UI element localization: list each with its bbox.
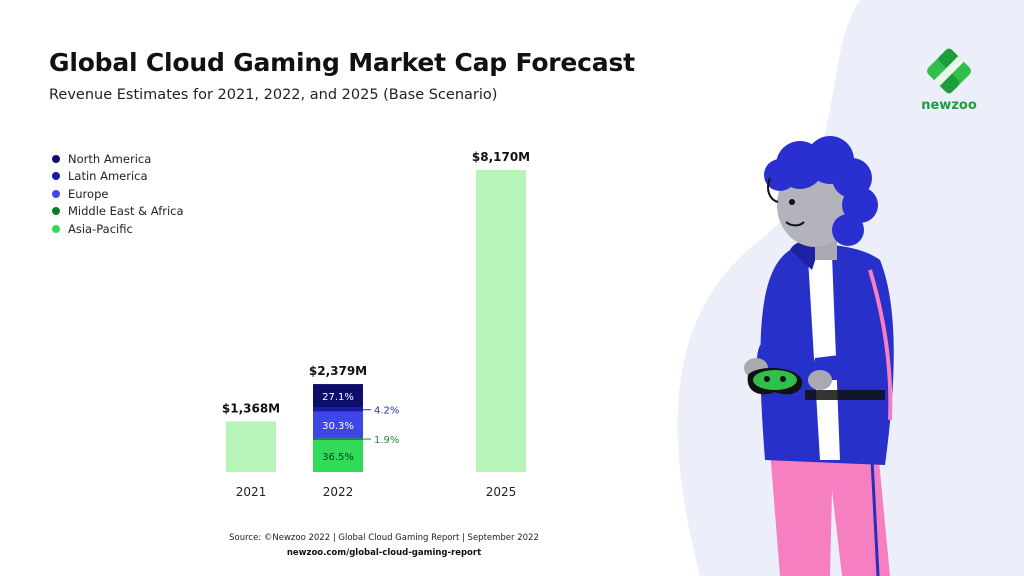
bar-2021 (226, 421, 276, 472)
chart-title: Global Cloud Gaming Market Cap Forecast (49, 48, 635, 77)
legend-label: North America (68, 151, 152, 166)
data-label: 1.9% (374, 435, 399, 446)
bar-segment-2022-north-america (313, 384, 363, 408)
legend-swatch (52, 189, 60, 198)
legend-label: Europe (68, 186, 109, 201)
bar-2025 (476, 170, 526, 472)
legend-label: Asia-Pacific (68, 221, 133, 236)
bar-value-label: $2,379M (309, 364, 367, 378)
legend: North America Latin America Europe Middl… (52, 150, 184, 238)
bar-segment-2022-europe (313, 411, 363, 439)
legend-item-middle-east-africa: Middle East & Africa (52, 203, 184, 221)
legend-item-north-america: North America (52, 150, 184, 168)
gamer-illustration (744, 136, 894, 576)
logo-text: newzoo (921, 98, 977, 113)
legend-swatch (52, 172, 60, 181)
bar-segment-2022-asia-pacific (313, 439, 363, 472)
x-tick-label: 2021 (236, 485, 267, 499)
bar-segment-2022-latin-america (313, 407, 363, 412)
legend-swatch (52, 224, 60, 233)
data-label: 27.1% (322, 392, 354, 403)
data-label: 36.5% (322, 452, 354, 463)
x-tick-label: 2025 (486, 485, 517, 499)
legend-item-asia-pacific: Asia-Pacific (52, 220, 184, 238)
legend-item-latin-america: Latin America (52, 168, 184, 186)
legend-swatch (52, 154, 60, 163)
data-label: 30.3% (322, 421, 354, 432)
bar-value-label: $8,170M (472, 150, 530, 164)
chart-subtitle: Revenue Estimates for 2021, 2022, and 20… (49, 87, 498, 103)
source-url[interactable]: newzoo.com/global-cloud-gaming-report (286, 548, 482, 558)
legend-item-europe: Europe (52, 185, 184, 203)
source-text: Source: ©Newzoo 2022 | Global Cloud Gami… (229, 533, 539, 543)
bar-segment-2022-middle-east-africa (313, 438, 363, 440)
newzoo-logo-icon (927, 48, 971, 94)
bar-value-label: $1,368M (222, 401, 280, 415)
legend-swatch (52, 207, 60, 216)
legend-label: Latin America (68, 169, 148, 184)
x-tick-label: 2022 (323, 485, 354, 499)
legend-label: Middle East & Africa (68, 204, 184, 219)
data-label: 4.2% (374, 406, 399, 417)
